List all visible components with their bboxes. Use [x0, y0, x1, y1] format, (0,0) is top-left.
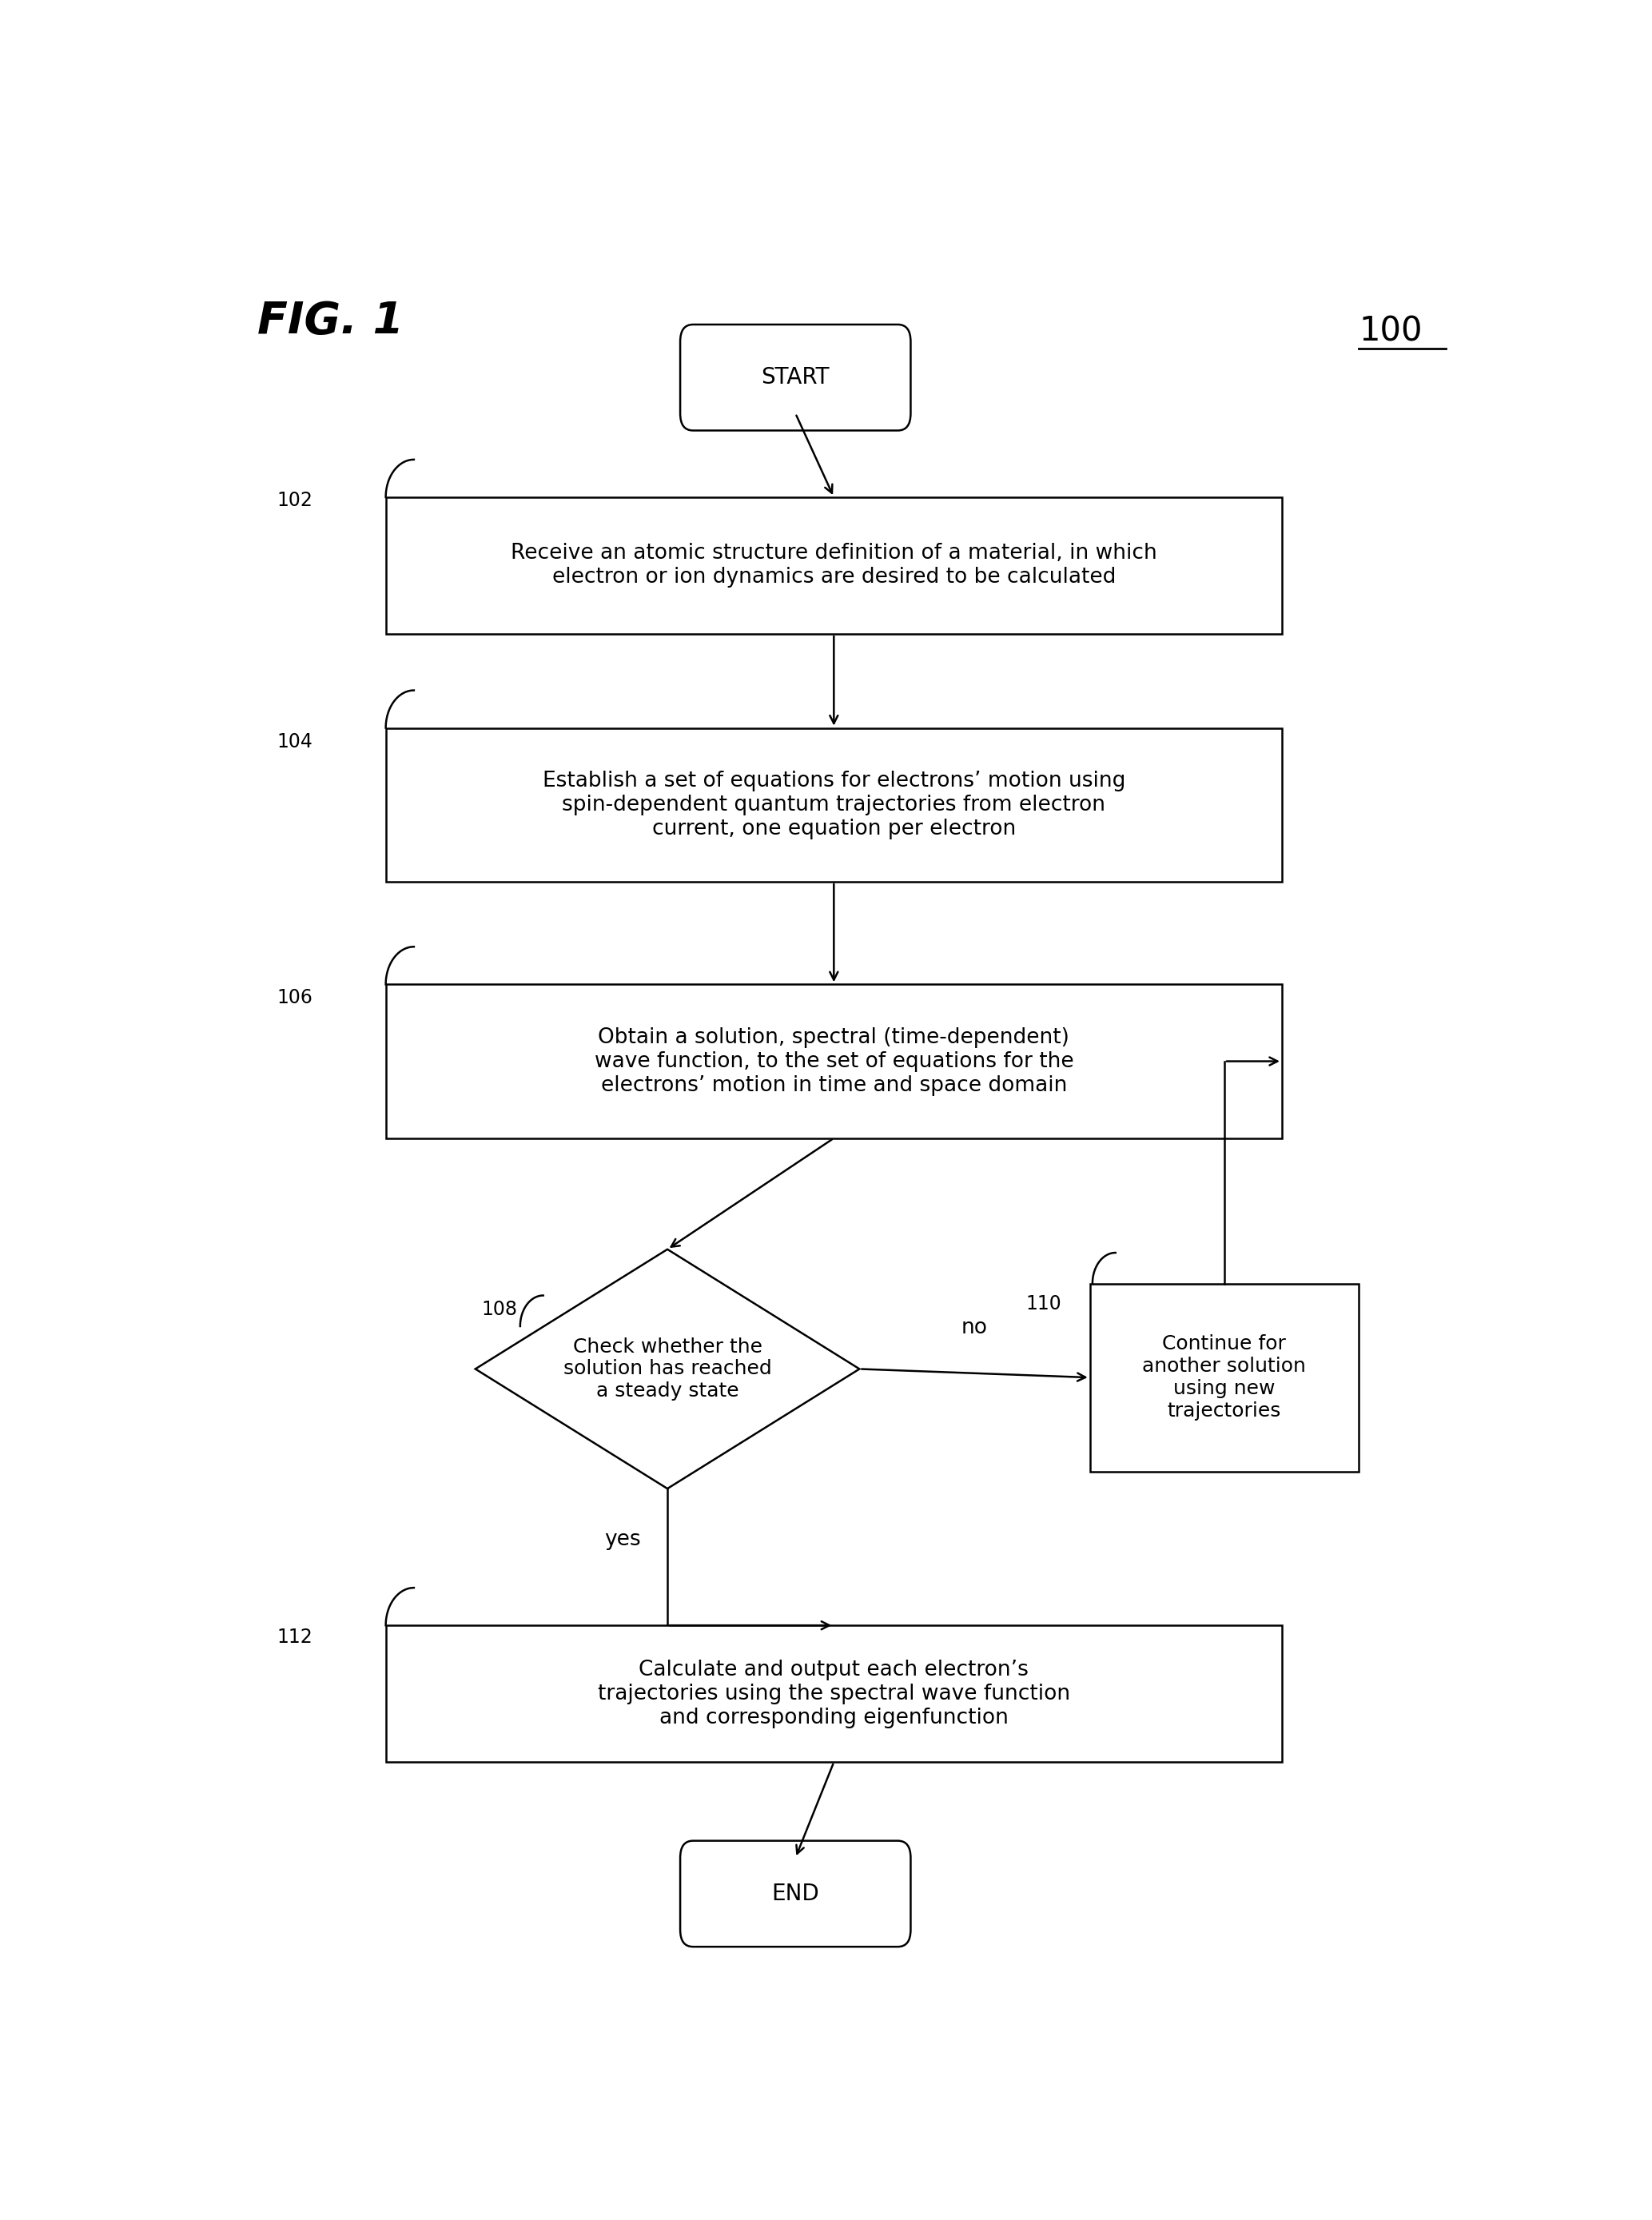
Text: 106: 106 — [278, 988, 312, 1008]
Text: FIG. 1: FIG. 1 — [258, 300, 405, 342]
FancyBboxPatch shape — [681, 324, 910, 431]
Bar — [385, 728, 1282, 881]
Text: 110: 110 — [1026, 1294, 1062, 1314]
Text: 104: 104 — [278, 733, 312, 750]
Polygon shape — [476, 1250, 859, 1490]
Text: END: END — [771, 1883, 819, 1905]
Bar — [1090, 1283, 1358, 1472]
Bar — [385, 983, 1282, 1139]
Text: Calculate and output each electron’s
trajectories using the spectral wave functi: Calculate and output each electron’s tra… — [598, 1658, 1070, 1727]
FancyBboxPatch shape — [681, 1840, 910, 1947]
Bar — [385, 497, 1282, 635]
Text: 108: 108 — [482, 1299, 517, 1319]
Text: Check whether the
solution has reached
a steady state: Check whether the solution has reached a… — [563, 1336, 771, 1401]
Text: Establish a set of equations for electrons’ motion using
spin-dependent quantum : Establish a set of equations for electro… — [542, 770, 1125, 839]
Text: START: START — [762, 366, 829, 388]
Text: 102: 102 — [278, 491, 312, 511]
Text: yes: yes — [605, 1530, 641, 1550]
Text: 100: 100 — [1358, 315, 1422, 349]
Text: Obtain a solution, spectral (time-dependent)
wave function, to the set of equati: Obtain a solution, spectral (time-depend… — [595, 1028, 1074, 1097]
Text: 112: 112 — [278, 1627, 312, 1647]
Text: Receive an atomic structure definition of a material, in which
electron or ion d: Receive an atomic structure definition o… — [510, 544, 1156, 588]
Text: Continue for
another solution
using new
trajectories: Continue for another solution using new … — [1143, 1334, 1307, 1421]
Text: no: no — [961, 1316, 988, 1339]
Bar — [385, 1625, 1282, 1763]
